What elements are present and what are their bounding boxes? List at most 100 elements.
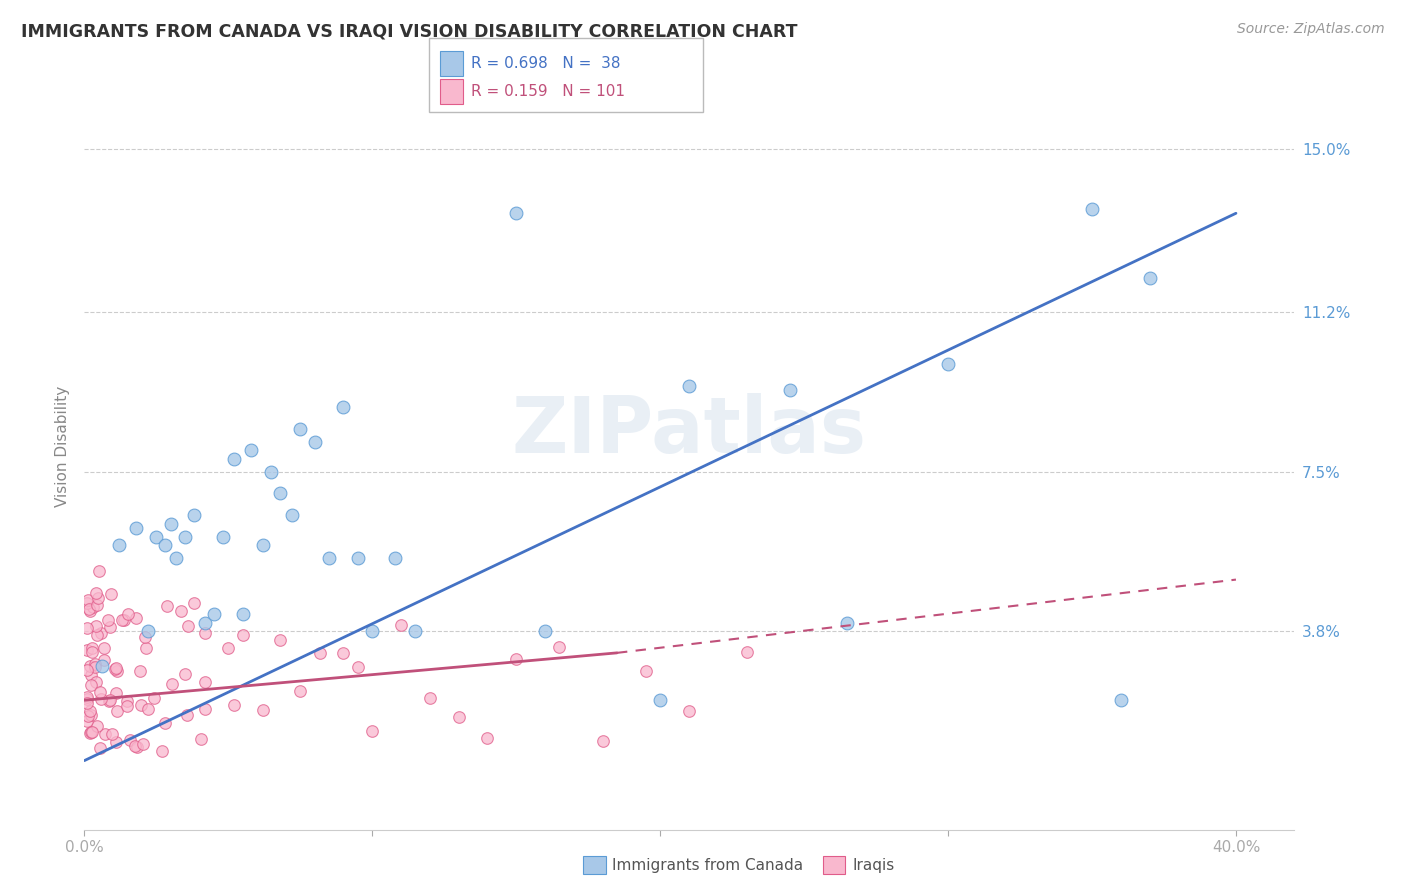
Point [105, 734, 128, 748]
Point [332, 401, 354, 415]
Point [84, 586, 107, 600]
Point [80, 725, 103, 739]
Point [194, 702, 217, 716]
Point [80, 640, 103, 655]
Point [1081, 202, 1104, 216]
Point [347, 660, 370, 674]
Text: R = 0.698   N =  38: R = 0.698 N = 38 [471, 56, 620, 71]
Point [89, 740, 111, 755]
Point [93, 653, 115, 667]
Point [194, 615, 217, 630]
Point [77, 592, 100, 607]
Point [217, 640, 239, 655]
Point [104, 661, 127, 675]
Point [82, 599, 104, 614]
Point [202, 607, 225, 621]
Point [83, 657, 105, 671]
Point [132, 737, 155, 751]
Point [115, 694, 138, 708]
Point [90, 658, 112, 673]
Point [252, 702, 274, 716]
Point [592, 734, 614, 748]
Point [240, 443, 263, 458]
Point [117, 607, 139, 622]
Point [177, 618, 200, 632]
Point [76, 663, 98, 677]
Point [936, 357, 959, 371]
Point [1139, 271, 1161, 285]
Point [131, 698, 153, 712]
Point [404, 624, 426, 639]
Point [86, 599, 108, 613]
Point [634, 664, 657, 678]
Point [135, 640, 157, 655]
Point [222, 451, 245, 466]
Point [332, 646, 354, 660]
Point [86, 628, 108, 642]
Point [127, 739, 149, 754]
Point [505, 206, 527, 220]
Point [79, 659, 101, 673]
Point [194, 675, 217, 690]
Point [98, 693, 121, 707]
Point [650, 693, 672, 707]
Point [142, 690, 165, 705]
Point [134, 630, 156, 644]
Point [87, 564, 110, 578]
Text: ZIPatlas: ZIPatlas [512, 392, 866, 468]
Point [76, 690, 98, 704]
Point [84, 618, 107, 632]
Point [222, 698, 245, 713]
Point [76, 708, 98, 723]
Point [118, 732, 141, 747]
Point [80, 667, 103, 681]
Point [105, 704, 128, 718]
Point [124, 739, 146, 753]
Point [104, 686, 127, 700]
Point [361, 723, 384, 738]
Point [87, 591, 110, 605]
Point [111, 613, 134, 627]
Point [779, 383, 801, 397]
Point [166, 551, 188, 566]
Point [447, 710, 470, 724]
Point [136, 624, 159, 639]
Point [80, 645, 103, 659]
Point [86, 718, 108, 732]
Point [76, 691, 98, 706]
Point [76, 596, 98, 610]
Point [90, 625, 112, 640]
Point [211, 529, 233, 543]
Text: R = 0.159   N = 101: R = 0.159 N = 101 [471, 84, 626, 98]
Point [347, 551, 370, 566]
Text: IMMIGRANTS FROM CANADA VS IRAQI VISION DISABILITY CORRELATION CHART: IMMIGRANTS FROM CANADA VS IRAQI VISION D… [21, 22, 797, 40]
Point [125, 521, 148, 535]
Point [136, 702, 159, 716]
Point [97, 613, 120, 627]
Text: Iraqis: Iraqis [852, 858, 894, 872]
Point [290, 422, 312, 436]
Point [174, 529, 197, 543]
Point [125, 611, 148, 625]
Point [170, 604, 193, 618]
Point [678, 378, 700, 392]
Point [361, 624, 384, 639]
Point [105, 664, 128, 678]
Point [108, 538, 131, 552]
Point [79, 726, 101, 740]
Point [145, 529, 167, 543]
Point [100, 587, 122, 601]
Point [79, 704, 101, 718]
Point [174, 666, 197, 681]
Point [112, 613, 135, 627]
Point [304, 434, 326, 449]
Y-axis label: Vision Disability: Vision Disability [55, 385, 70, 507]
Point [190, 732, 212, 747]
Text: Immigrants from Canada: Immigrants from Canada [612, 858, 803, 872]
Point [548, 640, 571, 654]
Point [104, 662, 127, 676]
Point [477, 731, 499, 745]
Point [98, 620, 121, 634]
Point [232, 628, 254, 642]
Text: Source: ZipAtlas.com: Source: ZipAtlas.com [1237, 22, 1385, 37]
